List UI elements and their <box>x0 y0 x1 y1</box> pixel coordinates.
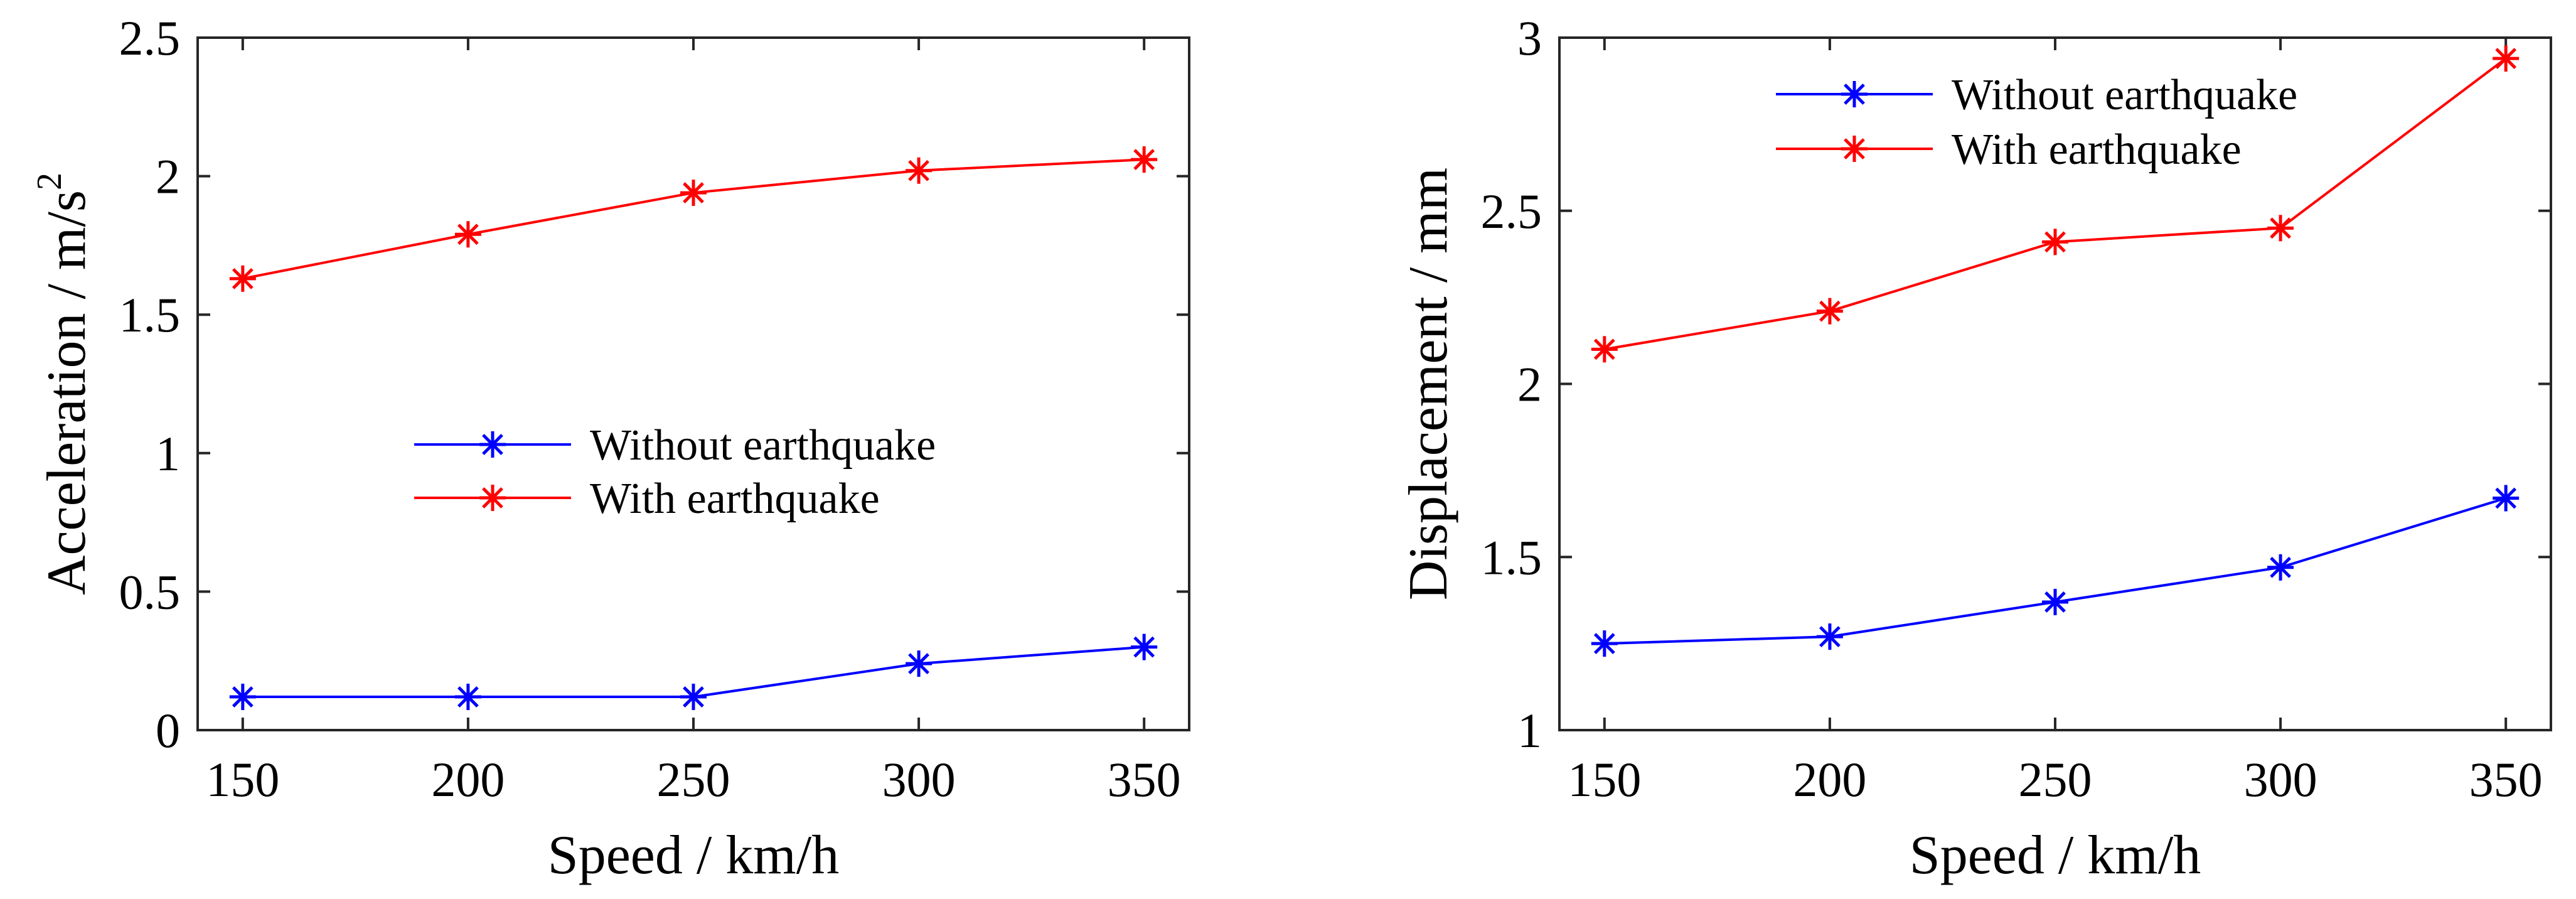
x-tick-label: 300 <box>2244 752 2317 807</box>
data-point <box>680 180 707 207</box>
chart-2: 150 200 250 300 350 1 1.5 2 2.5 3 Speed / km/h Disp… <box>1398 11 2552 886</box>
x-tick-label: 200 <box>431 752 505 807</box>
legend-marker <box>1841 136 1868 162</box>
data-point <box>1591 630 1618 657</box>
legend-label: Without earthquake <box>590 421 936 470</box>
y-tick-label: 0.5 <box>119 564 181 619</box>
data-point <box>2493 485 2520 512</box>
data-point <box>2267 554 2294 581</box>
y-tick-label: 2.5 <box>119 11 181 65</box>
y-tick-label: 1 <box>156 426 180 481</box>
data-point <box>1816 623 1843 650</box>
x-axis-label: Speed / km/h <box>1910 825 2201 886</box>
y-axis-label: Displacement / mm <box>1398 168 1459 600</box>
data-point <box>1131 633 1158 660</box>
legend-item: With earthquake <box>1776 126 2242 174</box>
x-tick-label: 200 <box>1793 752 1866 807</box>
y-tick-label: 1 <box>1517 703 1542 758</box>
legend-marker <box>1841 81 1868 107</box>
x-tick-label: 300 <box>882 752 956 807</box>
x-tick-label: 250 <box>2019 752 2092 807</box>
y-tick-label: 3 <box>1517 11 1542 65</box>
data-point <box>1816 298 1843 325</box>
series-with-earthquake <box>229 146 1158 292</box>
data-point <box>229 265 256 292</box>
data-point <box>906 157 933 184</box>
data-point <box>1131 146 1158 173</box>
legend-label: Without earthquake <box>1952 71 2297 119</box>
legend-label: With earthquake <box>1952 126 2242 174</box>
data-point <box>454 684 481 711</box>
data-point <box>229 684 256 711</box>
data-point <box>2493 45 2520 72</box>
data-point <box>2267 215 2294 242</box>
legend-item: Without earthquake <box>1776 71 2297 119</box>
data-point <box>1591 336 1618 363</box>
legend-label: With earthquake <box>590 475 880 523</box>
legend-item: With earthquake <box>414 475 880 523</box>
legend-item: Without earthquake <box>414 421 936 470</box>
series-with-earthquake <box>1591 45 2520 363</box>
y-axis-label: Acceleration / m/s2 <box>30 173 97 595</box>
y-tick-label: 1.5 <box>119 288 181 342</box>
x-tick-label: 350 <box>1108 752 1181 807</box>
x-tick-label: 150 <box>1568 752 1641 807</box>
legend: Without earthquake With earthquake <box>414 421 936 523</box>
x-tick-label: 150 <box>206 752 279 807</box>
series-without-earthquake <box>229 633 1158 711</box>
legend-marker <box>479 485 506 511</box>
y-tick-label: 0 <box>156 703 180 758</box>
x-tick-label: 250 <box>657 752 730 807</box>
x-tick-label: 350 <box>2469 752 2543 807</box>
data-point <box>2042 588 2068 615</box>
data-point <box>454 221 481 248</box>
series-without-earthquake <box>1591 485 2520 657</box>
data-point <box>680 684 707 711</box>
data-point <box>2042 229 2068 256</box>
y-tick-label: 2.5 <box>1481 184 1542 239</box>
data-point <box>906 650 933 677</box>
y-tick-label: 2 <box>156 149 180 204</box>
legend-marker <box>479 431 506 458</box>
chart-1: 150 200 250 300 350 0 0.5 1 1.5 2 2.5 Speed / km/h A… <box>30 11 1190 886</box>
legend: Without earthquake With earthquake <box>1776 71 2297 174</box>
x-axis-label: Speed / km/h <box>548 825 839 886</box>
y-tick-label: 2 <box>1517 357 1542 412</box>
y-tick-label: 1.5 <box>1481 530 1542 584</box>
